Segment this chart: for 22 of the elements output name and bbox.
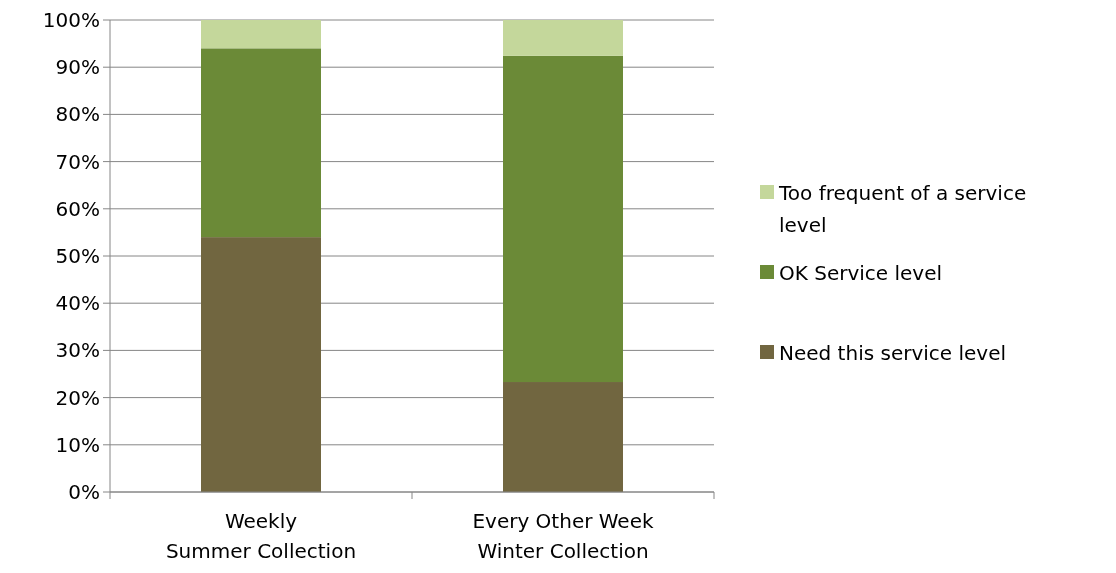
x-tick-label: Weekly Summer Collection — [165, 509, 357, 563]
legend-label: Too frequent of a service level — [778, 181, 1027, 237]
bar — [201, 20, 321, 49]
x-tick-label: Every Other Week Winter Collection — [472, 509, 654, 563]
legend-label: Need this service level — [779, 341, 1007, 365]
y-tick-label: 70% — [55, 149, 100, 174]
bar — [201, 48, 321, 238]
y-tick-label: 10% — [55, 432, 100, 457]
legend-label: OK Service level — [779, 261, 943, 285]
bar — [503, 20, 623, 56]
y-tick-label: 40% — [55, 291, 100, 316]
y-tick-label: 50% — [55, 244, 100, 268]
y-tick-label: 60% — [55, 196, 100, 221]
bar — [201, 237, 321, 492]
y-tick-label: 30% — [55, 338, 100, 363]
y-tick-label: 90% — [55, 55, 100, 80]
y-tick-label: 80% — [55, 102, 100, 127]
bar — [503, 55, 623, 383]
y-tick-label: 0% — [68, 480, 100, 504]
bar — [503, 382, 623, 492]
y-tick-label: 20% — [55, 385, 100, 410]
y-tick-label: 100% — [42, 8, 100, 32]
